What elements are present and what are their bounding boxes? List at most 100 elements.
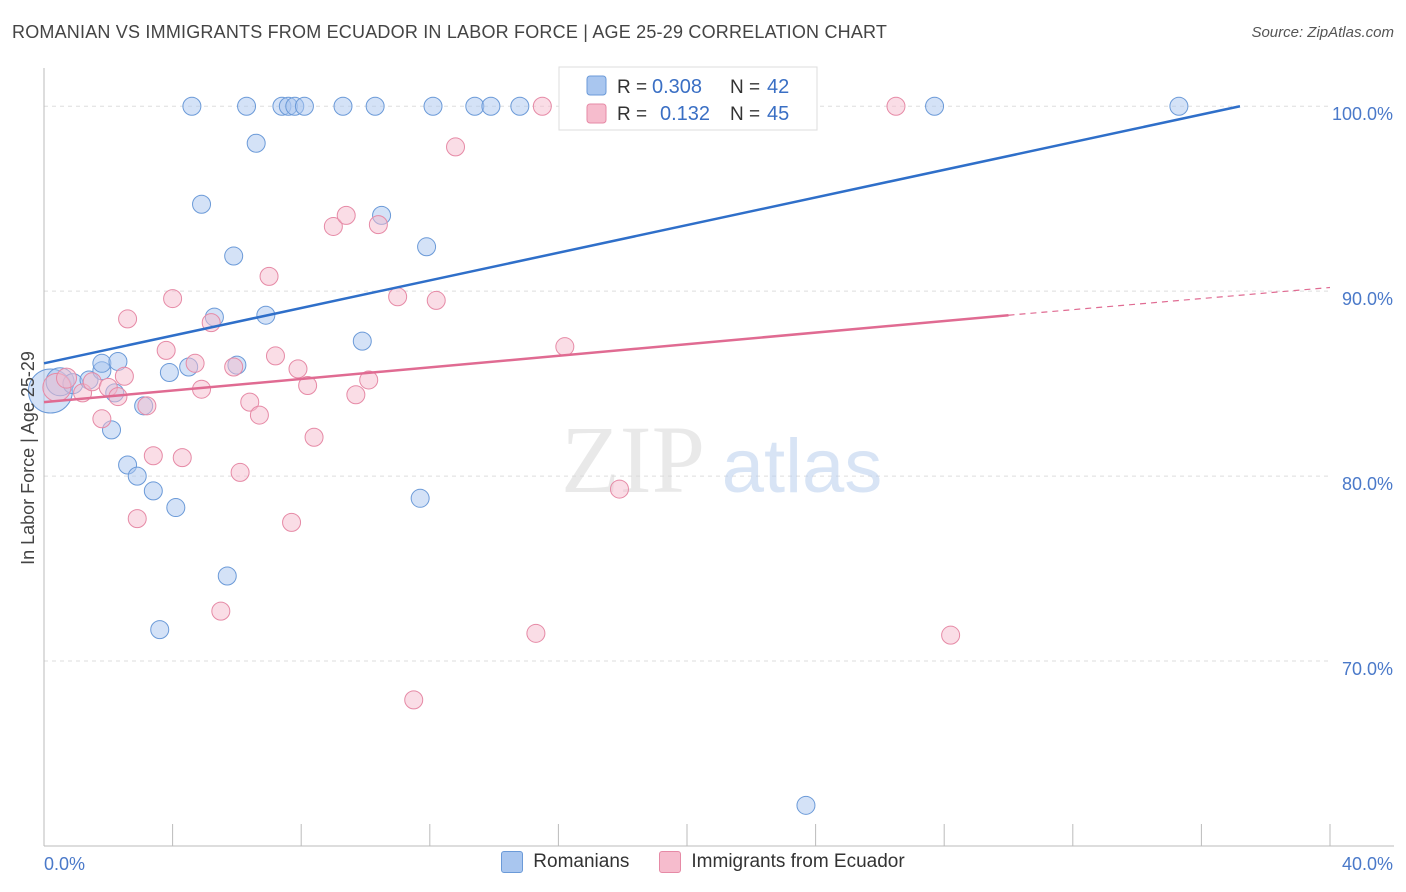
ecuador-point-33	[368, 215, 388, 235]
legend-label-ecuador: Immigrants from Ecuador	[691, 851, 905, 872]
romanians-point-12	[143, 481, 163, 501]
ecuador-point-31	[346, 385, 366, 405]
series-ecuador	[42, 96, 961, 710]
watermark-zip: ZIP	[561, 406, 705, 513]
romanians-point-36	[423, 96, 443, 116]
ecuador-point-43	[941, 625, 961, 645]
legend-r-label-pink: R =	[617, 104, 647, 125]
ecuador-point-22	[249, 405, 269, 425]
y-tick-label-1: 90.0%	[1342, 289, 1393, 309]
ecuador-point-12	[156, 340, 176, 360]
ecuador-point-25	[282, 512, 302, 532]
stats-legend: R = 0.308 N = 42 R = 0.132 N = 45	[558, 66, 818, 131]
legend-swatch-romanians	[501, 851, 524, 873]
legend-swatch-ecuador	[659, 851, 682, 873]
romanians-point-40	[796, 795, 816, 815]
legend-item-romanians: Romanians	[501, 851, 629, 873]
trend-line-ecuador-extension	[1008, 286, 1331, 316]
trend-line-romanians	[43, 105, 1241, 365]
romanians-point-13	[150, 620, 170, 640]
romanians-point-21	[224, 246, 244, 266]
ecuador-point-29	[323, 216, 343, 236]
y-tick-label-0: 100.0%	[1332, 104, 1393, 124]
romanians-point-42	[1169, 96, 1189, 116]
ecuador-point-37	[526, 623, 546, 643]
ecuador-point-27	[298, 375, 318, 395]
ecuador-point-21	[240, 392, 260, 412]
legend-r-label-blue: R =	[617, 77, 647, 98]
legend-n-label-blue: N =	[730, 77, 760, 98]
ecuador-point-1	[56, 367, 78, 389]
ecuador-point-39	[555, 337, 575, 357]
ecuador-point-19	[224, 357, 244, 377]
romanians-point-35	[417, 237, 437, 257]
ecuador-point-10	[137, 396, 157, 416]
trend-line-ecuador	[43, 313, 1009, 404]
trend-lines	[43, 105, 1331, 404]
romanians-point-18	[192, 194, 212, 214]
chart-title: ROMANIAN VS IMMIGRANTS FROM ECUADOR IN L…	[12, 22, 888, 42]
watermark-atlas: atlas	[722, 424, 883, 509]
romanians-point-14	[159, 363, 179, 383]
y-tick-labels: 100.0% 90.0% 80.0% 70.0%	[1332, 104, 1393, 679]
ecuador-point-9	[127, 509, 147, 529]
ecuador-point-8	[118, 309, 138, 329]
ecuador-point-35	[426, 290, 446, 310]
ecuador-point-20	[230, 462, 250, 482]
legend-r-value-pink: 0.132	[660, 103, 710, 125]
ecuador-point-42	[886, 96, 906, 116]
ecuador-point-7	[114, 366, 134, 386]
romanians-point-31	[352, 331, 372, 351]
ecuador-point-34	[388, 287, 408, 307]
x-tick-label-left: 0.0%	[44, 854, 85, 874]
romanians-point-34	[410, 488, 430, 508]
ecuador-point-41	[609, 479, 629, 499]
legend-n-value-pink: 45	[767, 103, 789, 125]
ecuador-point-26	[288, 359, 308, 379]
y-tick-label-3: 70.0%	[1342, 659, 1393, 679]
ecuador-point-14	[172, 448, 192, 468]
ecuador-point-38	[532, 96, 552, 116]
romanians-point-41	[925, 96, 945, 116]
ecuador-point-3	[82, 372, 102, 392]
ecuador-point-32	[359, 370, 379, 390]
x-tick-label-right: 40.0%	[1342, 854, 1393, 874]
legend-item-ecuador: Immigrants from Ecuador	[659, 851, 905, 873]
romanians-point-15	[166, 498, 186, 518]
ecuador-point-36	[446, 137, 466, 157]
ecuador-point-11	[143, 446, 163, 466]
ecuador-point-15	[185, 353, 205, 373]
ecuador-point-4	[92, 409, 112, 429]
y-tick-label-2: 80.0%	[1342, 474, 1393, 494]
legend-r-value-blue: 0.308	[652, 76, 702, 98]
romanians-point-5	[92, 353, 112, 373]
ecuador-point-30	[336, 205, 356, 225]
ecuador-point-44	[404, 690, 424, 710]
ecuador-point-23	[259, 266, 279, 286]
ecuador-point-18	[211, 601, 231, 621]
romanians-point-39	[510, 96, 530, 116]
romanians-point-30	[333, 96, 353, 116]
series-legend: Romanians Immigrants from Ecuador	[0, 851, 1406, 873]
legend-swatch-pink	[586, 103, 607, 124]
chart-source: Source: ZipAtlas.com	[1251, 24, 1394, 41]
romanians-point-17	[182, 96, 202, 116]
legend-n-value-blue: 42	[767, 76, 789, 98]
romanians-point-29	[294, 96, 314, 116]
ecuador-point-13	[163, 289, 183, 309]
romanians-point-24	[246, 133, 266, 153]
romanians-point-32	[365, 96, 385, 116]
romanians-point-37	[465, 96, 485, 116]
ecuador-point-28	[304, 427, 324, 447]
romanians-point-38	[481, 96, 501, 116]
ecuador-point-24	[265, 346, 285, 366]
romanians-point-10	[127, 466, 147, 486]
romanians-point-23	[237, 96, 257, 116]
romanians-point-20	[217, 566, 237, 586]
legend-swatch-blue	[586, 75, 607, 96]
y-axis-label: In Labor Force | Age 25-29	[18, 351, 38, 565]
axes	[43, 68, 1394, 847]
legend-label-romanians: Romanians	[533, 851, 630, 872]
legend-n-label-pink: N =	[730, 104, 760, 125]
